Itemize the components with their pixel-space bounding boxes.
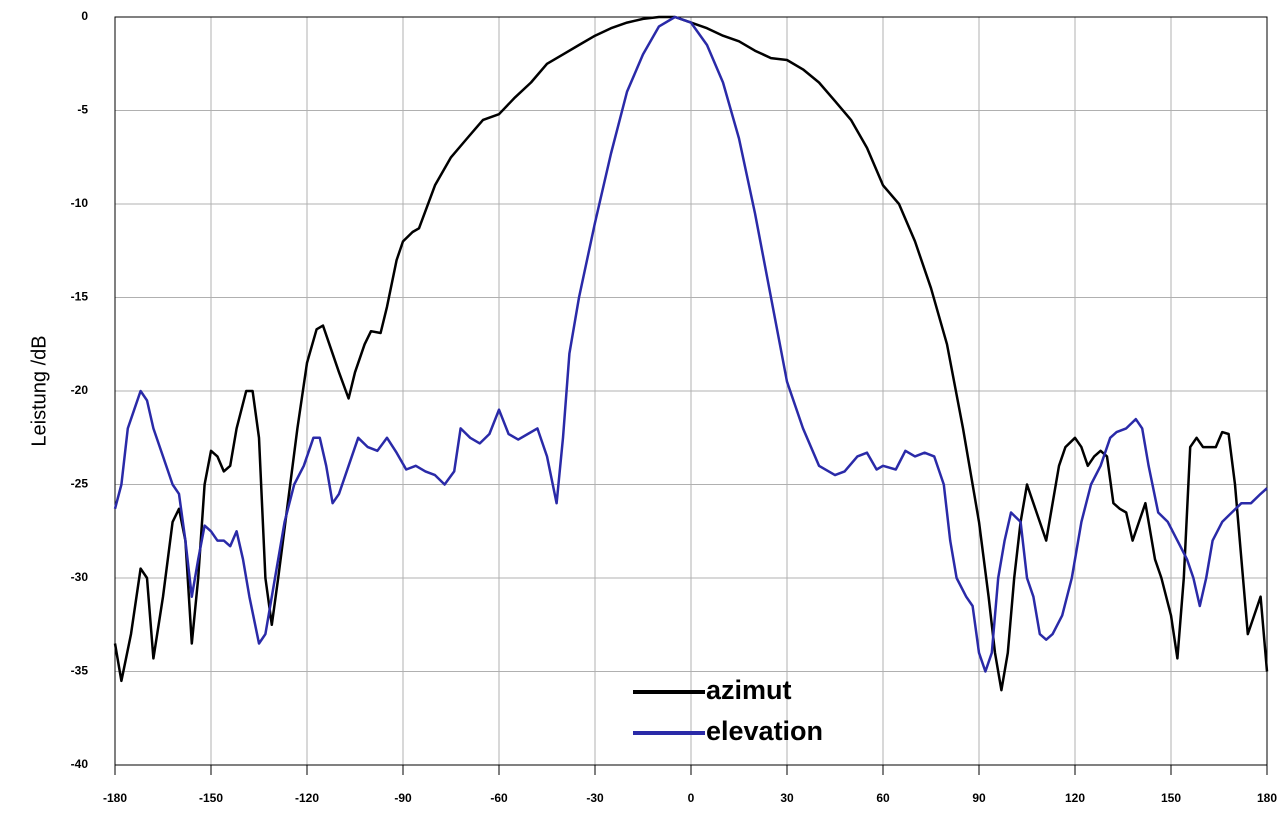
x-tick-label: -30 xyxy=(586,791,604,805)
series-line xyxy=(113,15,1269,692)
x-tick-label: -60 xyxy=(490,791,508,805)
x-tick-label: 60 xyxy=(876,791,890,805)
y-tick-label: -40 xyxy=(71,757,89,771)
x-tick-label: 30 xyxy=(780,791,794,805)
x-tick-label: -90 xyxy=(394,791,412,805)
series-line xyxy=(113,15,1268,673)
plot-frame xyxy=(114,16,1268,766)
x-tick-label: 180 xyxy=(1257,791,1277,805)
y-tick-label: -25 xyxy=(71,477,89,491)
y-tick-label: -5 xyxy=(77,103,88,117)
y-tick-label: -35 xyxy=(71,664,89,678)
x-tick-label: 90 xyxy=(972,791,986,805)
y-tick-label: 0 xyxy=(81,9,88,23)
y-tick-label: -20 xyxy=(71,383,89,397)
y-tick-label: -15 xyxy=(71,290,89,304)
y-tick-label: -10 xyxy=(71,196,89,210)
legend-label: elevation xyxy=(706,716,823,746)
x-tick-label: -180 xyxy=(103,791,127,805)
x-tick-label: -120 xyxy=(295,791,319,805)
legend-label: azimut xyxy=(706,675,792,705)
x-tick-label: 150 xyxy=(1161,791,1181,805)
x-tick-label: 0 xyxy=(688,791,695,805)
y-tick-label: -30 xyxy=(71,570,89,584)
x-tick-label: -150 xyxy=(199,791,223,805)
y-axis-label: Leistung /dB xyxy=(28,335,50,446)
x-tick-label: 120 xyxy=(1065,791,1085,805)
